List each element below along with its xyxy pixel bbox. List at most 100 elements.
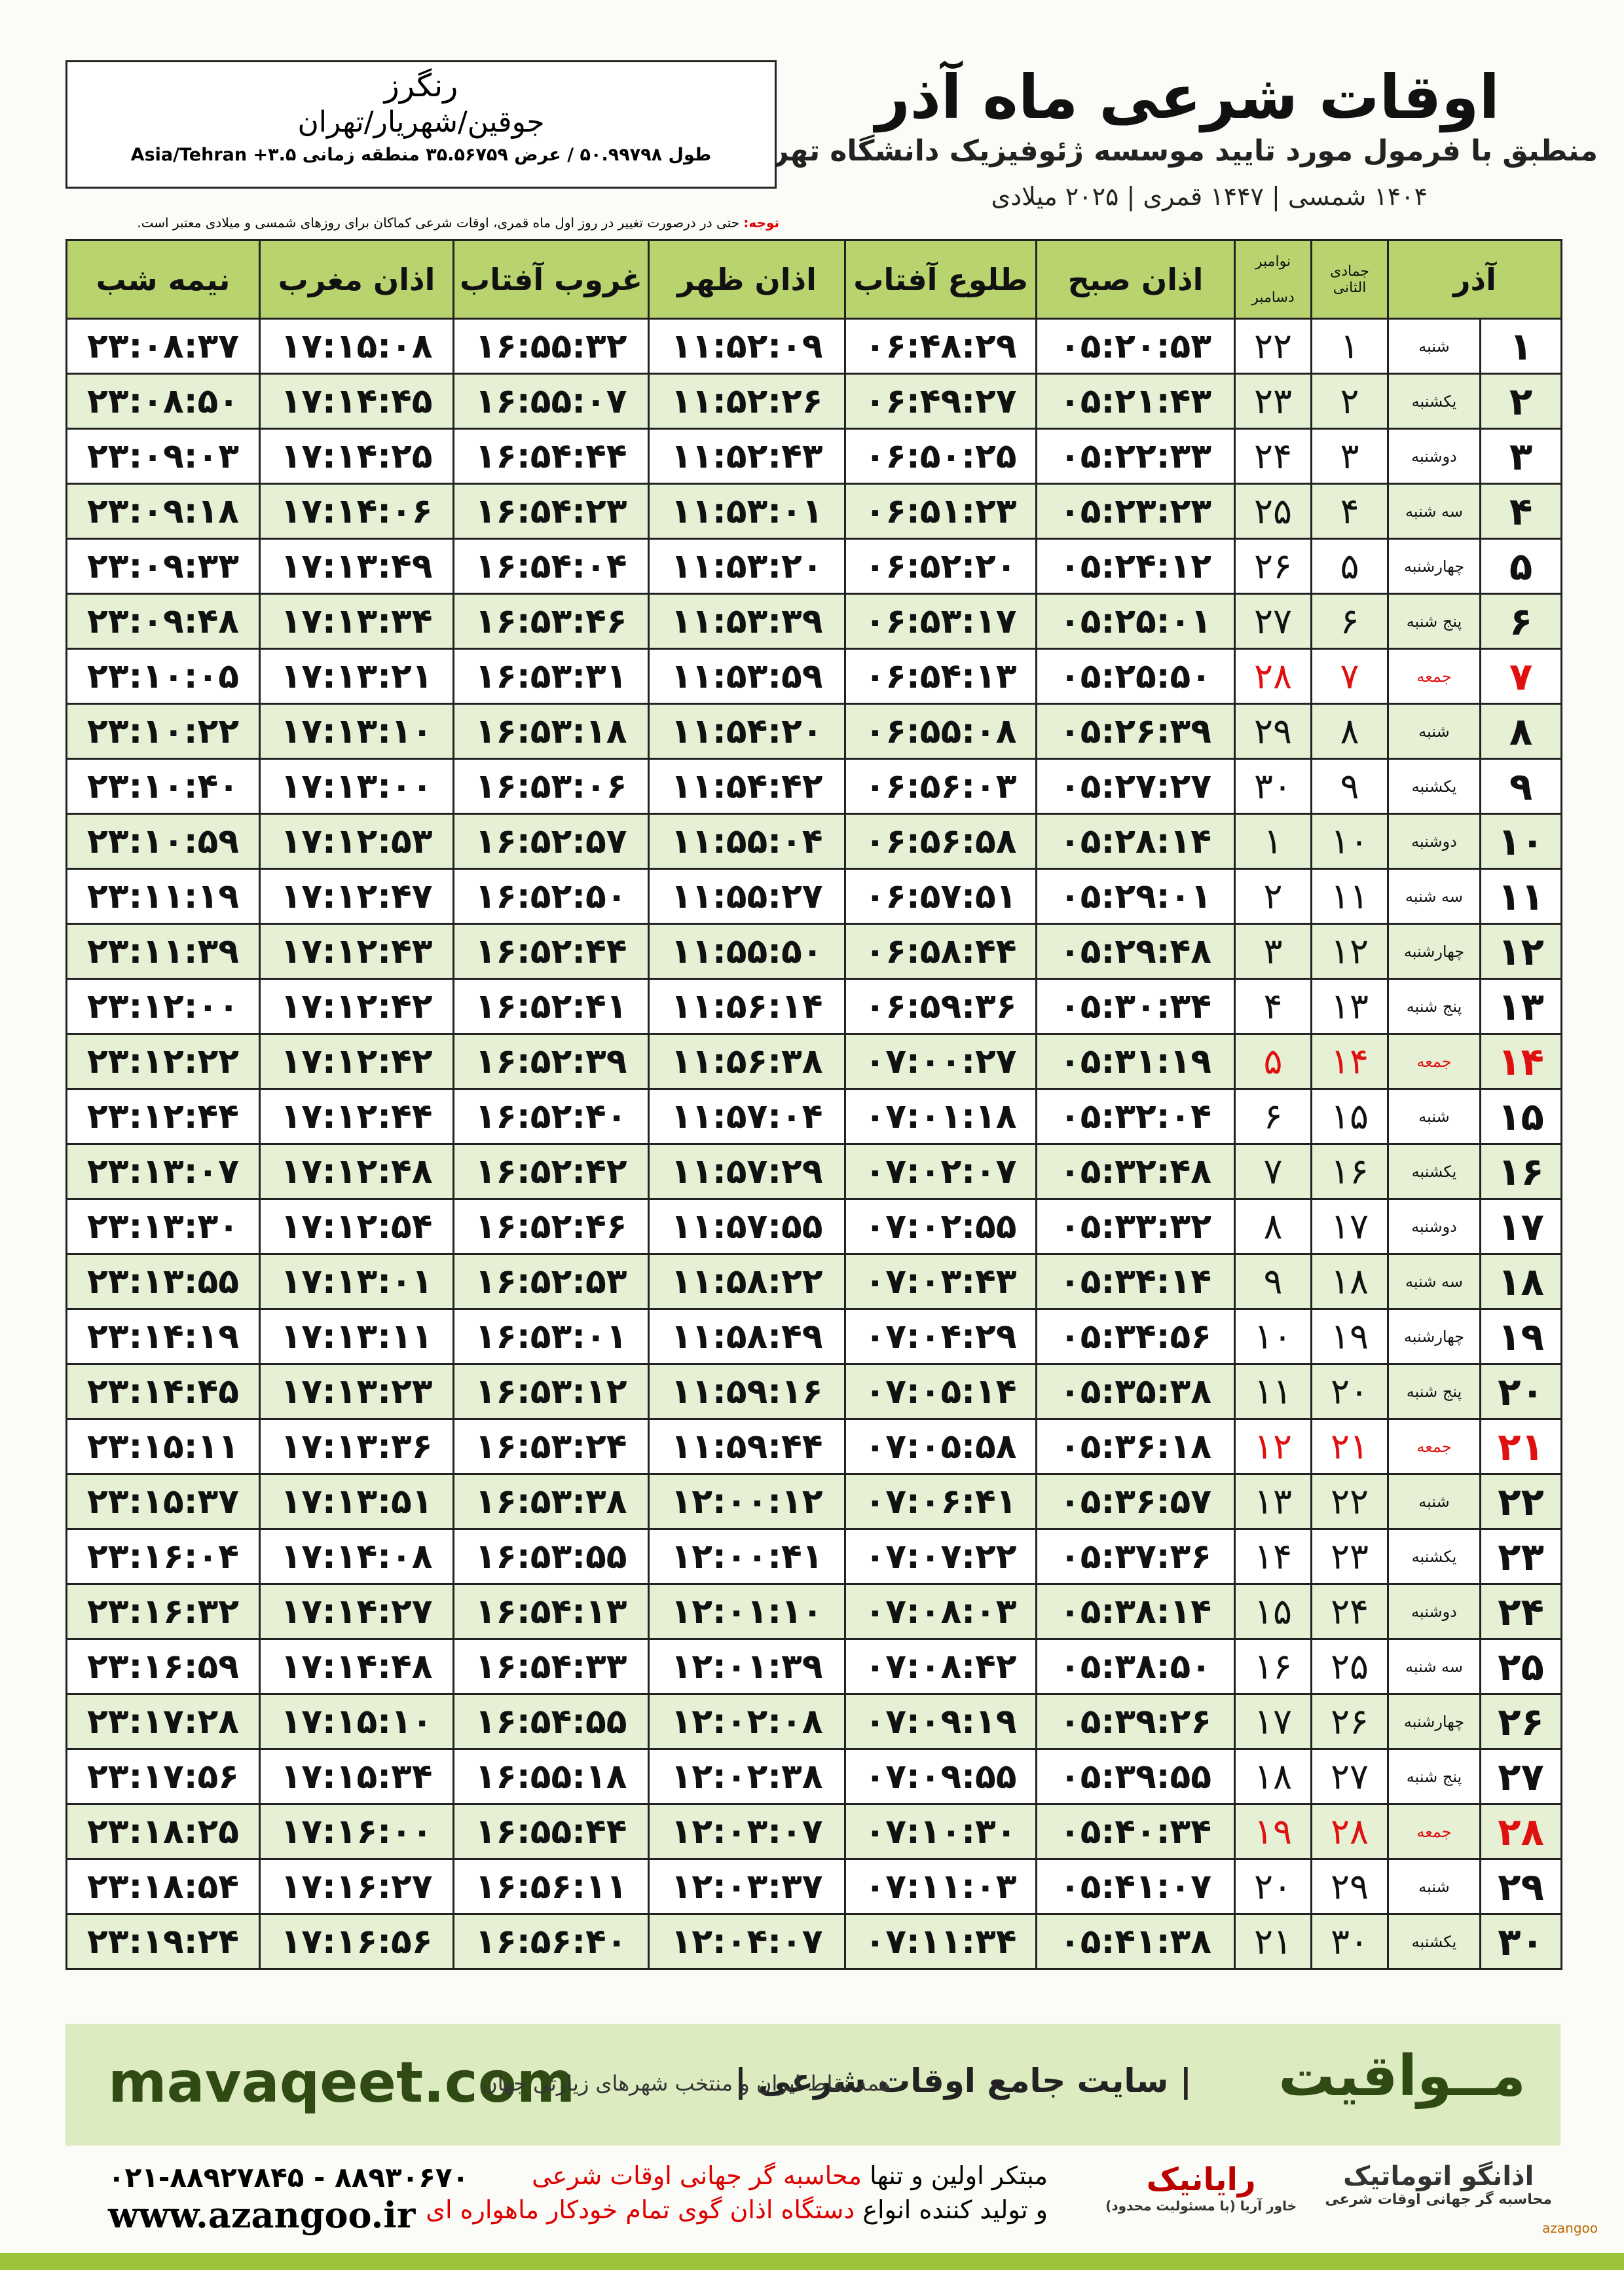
cell: ۲۶	[1234, 538, 1312, 595]
cell: ۱۷:۱۳:۱۱	[259, 1308, 454, 1365]
cell: ۲۵	[1479, 1638, 1563, 1695]
cell: ۱۱:۵۸:۲۲	[648, 1253, 846, 1310]
table-body: ۱ شنبه ۱ ۲۲ ۰۵:۲۰:۵۳ ۰۶:۴۸:۲۹ ۱۱:۵۲:۰۹ ۱۶:۵۵:۳۲…	[65, 318, 1563, 1970]
cell: ۷	[1310, 648, 1389, 705]
cell: ۱۱:۵۷:۵۵	[648, 1198, 846, 1255]
cell: ۲	[1234, 868, 1312, 925]
brand: مــواقیت	[1278, 2043, 1526, 2109]
cell: ۱۱:۵۲:۲۶	[648, 373, 846, 430]
cell: ۲۸	[1479, 1803, 1563, 1860]
cell: ۱۶:۵۳:۳۱	[452, 648, 650, 705]
cell: ۰۷:۰۴:۲۹	[844, 1308, 1037, 1365]
cell: ۲۳:۱۸:۲۵	[65, 1803, 261, 1860]
row: ۲۲ شنبه ۲۲ ۱۳ ۰۵:۳۶:۵۷ ۰۷:۰۶:۴۱ ۱۲:۰۰:۱۲ ۱۶:۵۳:…	[65, 1473, 1563, 1530]
cell: ۱۱	[1234, 1363, 1312, 1420]
slogan-text: و تولید کننده انواع	[862, 2195, 1048, 2224]
site-url[interactable]: mavaqeet.com	[108, 2050, 576, 2115]
cell: ۰۵:۳۴:۵۶	[1035, 1308, 1236, 1365]
site-desc: | سایت جامع اوقات شرعی |	[734, 2062, 1192, 2100]
cell: ۱۱:۵۲:۴۳	[648, 428, 846, 485]
cell: ۱۱:۵۳:۵۹	[648, 648, 846, 705]
location-coords: طول ۵۰.۹۹۷۹۸ / عرض ۳۵.۵۶۷۵۹ منطقه زمانی …	[130, 145, 712, 166]
cell: ۱۶:۵۵:۱۸	[452, 1748, 650, 1805]
cell: ۱۶:۵۲:۴۶	[452, 1198, 650, 1255]
cell: ۱۷:۱۲:۴۴	[259, 1088, 454, 1145]
cell: ۱۷:۱۵:۳۴	[259, 1748, 454, 1805]
cell: ۲	[1310, 373, 1389, 430]
cell: ۰۶:۵۴:۱۳	[844, 648, 1037, 705]
cell: ۶	[1234, 1088, 1312, 1145]
cell: ۲۳:۱۱:۱۹	[65, 868, 261, 925]
cell: ۱۲:۰۰:۴۱	[648, 1528, 846, 1585]
website[interactable]: www.azangoo.ir	[108, 2194, 416, 2236]
column-header: جمادی الثانی	[1310, 239, 1389, 320]
row: ۳ دوشنبه ۳ ۲۴ ۰۵:۲۲:۳۳ ۰۶:۵۰:۲۵ ۱۱:۵۲:۴۳ ۱۶:۵۴:…	[65, 428, 1563, 485]
cell: ۲۳:۱۱:۳۹	[65, 923, 261, 980]
row: ۵ چهارشنبه ۵ ۲۶ ۰۵:۲۴:۱۲ ۰۶:۵۲:۲۰ ۱۱:۵۳:۲۰ ۱۶:۵…	[65, 538, 1563, 595]
row: ۱۸ سه شنبه ۱۸ ۹ ۰۵:۳۴:۱۴ ۰۷:۰۳:۴۳ ۱۱:۵۸:۲۲ ۱۶:۵…	[65, 1253, 1563, 1310]
cell: ۰۵:۴۰:۳۴	[1035, 1803, 1236, 1860]
cell: پنج شنبه	[1386, 1363, 1482, 1420]
cell: ۱۱:۵۹:۱۶	[648, 1363, 846, 1420]
cell: ۰۵:۲۳:۲۳	[1035, 483, 1236, 540]
cell: ۱۱:۵۵:۲۷	[648, 868, 846, 925]
cell: ۱۷:۱۳:۲۱	[259, 648, 454, 705]
cell: ۷	[1234, 1143, 1312, 1200]
row: ۸ شنبه ۸ ۲۹ ۰۵:۲۶:۳۹ ۰۶:۵۵:۰۸ ۱۱:۵۴:۲۰ ۱۶:۵۳:۱۸…	[65, 703, 1563, 760]
cell: ۲۳:۱۶:۵۹	[65, 1638, 261, 1695]
cell: ۱۲	[1234, 1418, 1312, 1475]
cell: ۰۶:۵۱:۲۳	[844, 483, 1037, 540]
note: توجه: حتی در درصورت تغییر در روز اول ماه…	[65, 215, 779, 231]
cell: ۱۴	[1479, 1033, 1563, 1090]
cell: ۲۴	[1310, 1583, 1389, 1640]
cell: ۱۰	[1310, 813, 1389, 870]
cell: یکشنبه	[1386, 373, 1482, 430]
cell: ۱۸	[1234, 1748, 1312, 1805]
cell: ۲۳:۰۸:۵۰	[65, 373, 261, 430]
row: ۲۶ چهارشنبه ۲۶ ۱۷ ۰۵:۳۹:۲۶ ۰۷:۰۹:۱۹ ۱۲:۰۲:۰۸ ۱۶…	[65, 1693, 1563, 1750]
cell: ۲۷	[1310, 1748, 1389, 1805]
cell: ۱۶:۵۴:۳۳	[452, 1638, 650, 1695]
cell: ۰۵:۲۱:۴۳	[1035, 373, 1236, 430]
cell: ۱۶:۵۲:۴۰	[452, 1088, 650, 1145]
cell: ۰۶:۵۶:۵۸	[844, 813, 1037, 870]
row: ۱۴ جمعه ۱۴ ۵ ۰۵:۳۱:۱۹ ۰۷:۰۰:۲۷ ۱۱:۵۶:۳۸ ۱۶:۵۲:۳…	[65, 1033, 1563, 1090]
cell: ۲۳:۱۸:۵۴	[65, 1858, 261, 1915]
note-text: حتی در درصورت تغییر در روز اول ماه قمری،…	[137, 215, 740, 231]
cell: ۲۳:۱۵:۳۷	[65, 1473, 261, 1530]
cell: ۰۷:۰۷:۲۲	[844, 1528, 1037, 1585]
cell: ۲۳:۱۹:۲۴	[65, 1913, 261, 1970]
cell: ۱۷:۱۴:۲۵	[259, 428, 454, 485]
cell: چهارشنبه	[1386, 538, 1482, 595]
cell: ۰۵:۲۲:۳۳	[1035, 428, 1236, 485]
row: ۱۳ پنج شنبه ۱۳ ۴ ۰۵:۳۰:۳۴ ۰۶:۵۹:۳۶ ۱۱:۵۶:۱۴ ۱۶:…	[65, 978, 1563, 1035]
cell: ۵	[1234, 1033, 1312, 1090]
cell: ۹	[1310, 758, 1389, 815]
header-row: آذر جمادی الثانی نوامبر دسامبر اذان صبح طلوع …	[65, 239, 1563, 320]
cell: ۱۶	[1479, 1143, 1563, 1200]
cell: ۱۱:۵۴:۴۲	[648, 758, 846, 815]
cell: ۰۷:۰۰:۲۷	[844, 1033, 1037, 1090]
cell: ۱۱	[1479, 868, 1563, 925]
column-header: اذان صبح	[1035, 239, 1236, 320]
row: ۲ یکشنبه ۲ ۲۳ ۰۵:۲۱:۴۳ ۰۶:۴۹:۲۷ ۱۱:۵۲:۲۶ ۱۶:۵۵:…	[65, 373, 1563, 430]
cell: ۲۶	[1310, 1693, 1389, 1750]
cell: ۱۷:۱۶:۰۰	[259, 1803, 454, 1860]
cell: ۲۵	[1310, 1638, 1389, 1695]
cell: ۱۴	[1310, 1033, 1389, 1090]
cell: ۲۳:۱۳:۳۰	[65, 1198, 261, 1255]
cell: جمعه	[1386, 1033, 1482, 1090]
cell: ۱۵	[1479, 1088, 1563, 1145]
slogan: مبتکر اولین و تنها محاسبه گر جهانی اوقات…	[532, 2161, 1048, 2190]
cell: ۱۷:۱۴:۲۷	[259, 1583, 454, 1640]
cell: چهارشنبه	[1386, 1693, 1482, 1750]
slogan-highlight: محاسبه گر جهانی اوقات شرعی	[532, 2161, 862, 2190]
cell: ۲۹	[1310, 1858, 1389, 1915]
cell: ۰۵:۳۲:۰۴	[1035, 1088, 1236, 1145]
cell: ۱۷:۱۳:۴۹	[259, 538, 454, 595]
cell: ۱۶:۵۳:۲۴	[452, 1418, 650, 1475]
cell: ۲۳:۰۹:۳۳	[65, 538, 261, 595]
cell: سه شنبه	[1386, 868, 1482, 925]
cell: ۰۵:۲۷:۲۷	[1035, 758, 1236, 815]
cell: ۰۶:۵۶:۰۳	[844, 758, 1037, 815]
